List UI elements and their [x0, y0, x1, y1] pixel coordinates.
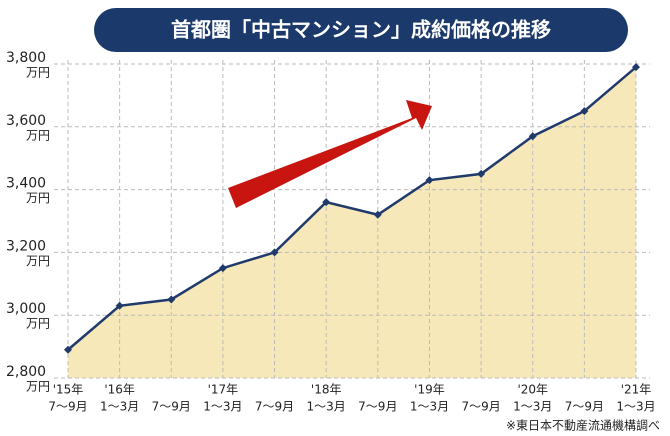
- y-tick-label: 3,200: [6, 238, 46, 254]
- source-note: ※東日本不動産流通機構調べ: [506, 418, 660, 433]
- y-unit: 万円: [26, 128, 50, 142]
- point: [322, 198, 331, 207]
- x-group-label: '18年: [311, 383, 342, 397]
- point: [580, 107, 589, 116]
- point: [477, 169, 486, 178]
- x-tick-label: 7～9月: [565, 400, 604, 414]
- x-tick-label: 1～3月: [203, 400, 242, 414]
- point: [373, 210, 382, 219]
- point: [632, 63, 640, 72]
- x-group-label: '16年: [104, 383, 135, 397]
- point: [167, 295, 176, 304]
- trend-arrow: [228, 100, 432, 208]
- y-tick-label: 3,400: [6, 176, 46, 192]
- x-group-label: '20年: [517, 383, 548, 397]
- x-tick-label: 7～9月: [358, 400, 397, 414]
- x-tick-label: 1～3月: [513, 400, 552, 414]
- x-group-label: '19年: [414, 383, 445, 397]
- x-group-label: '15年: [53, 383, 84, 397]
- x-group-label: '17年: [208, 383, 239, 397]
- y-unit: 万円: [26, 254, 50, 268]
- point: [115, 301, 124, 310]
- y-unit: 万円: [26, 191, 50, 205]
- y-unit: 万円: [26, 380, 50, 394]
- area: [68, 67, 636, 378]
- y-tick-label: 2,800: [6, 364, 46, 380]
- point: [425, 176, 434, 185]
- chart-title: 首都圏「中古マンション」成約価格の推移: [171, 18, 551, 42]
- line: [67, 66, 637, 351]
- x-tick-label: 7～9月: [255, 400, 294, 414]
- x-group-label: '21年: [621, 383, 652, 397]
- point: [218, 264, 227, 273]
- point: [528, 132, 537, 141]
- point: [270, 248, 279, 257]
- x-tick-label: 7～9月: [461, 400, 500, 414]
- x-tick-label: 1～3月: [307, 400, 346, 414]
- x-tick-label: 1～3月: [100, 400, 139, 414]
- title-banner: [94, 8, 628, 52]
- y-tick-label: 3,600: [6, 113, 46, 129]
- point: [64, 345, 72, 354]
- x-tick-label: 1～3月: [616, 400, 655, 414]
- x-tick-label: 1～3月: [410, 400, 449, 414]
- y-tick-label: 3,800: [6, 50, 46, 66]
- y-tick-label: 3,000: [6, 301, 46, 317]
- y-unit: 万円: [26, 66, 50, 80]
- y-unit: 万円: [26, 317, 50, 331]
- x-tick-label: 7～9月: [152, 400, 191, 414]
- x-tick-label: 7～9月: [48, 400, 87, 414]
